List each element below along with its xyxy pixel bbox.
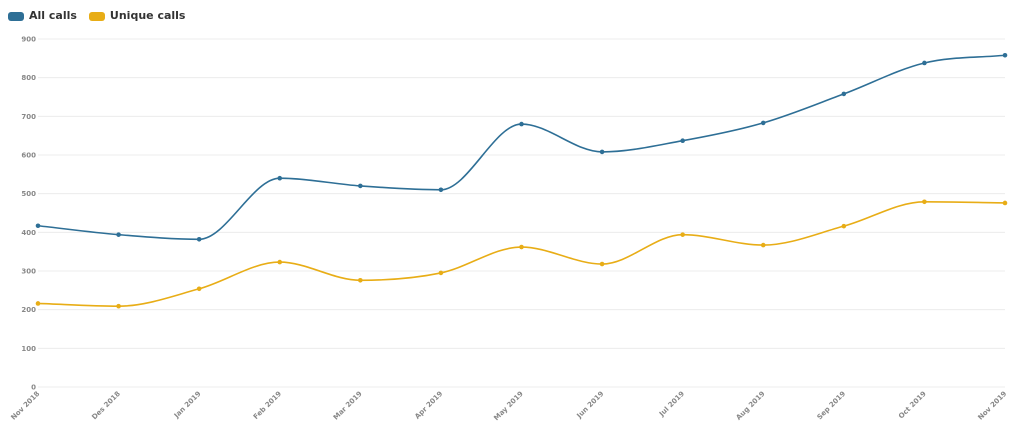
y-tick-label: 700	[21, 113, 36, 121]
y-tick-label: 500	[21, 190, 36, 198]
data-point-all-calls[interactable]	[1002, 52, 1008, 58]
y-tick-label: 400	[21, 229, 36, 237]
series-line-all-calls	[37, 54, 1006, 241]
data-point-unique-calls[interactable]	[1002, 200, 1008, 206]
legend-label-all-calls: All calls	[29, 9, 77, 22]
x-axis: Nov 2018 Des 2018 Jan 2019 Feb 2019 Mar 2019…	[9, 390, 1008, 423]
x-tick-label: Oct 2019	[897, 390, 928, 421]
legend-swatch-unique-calls	[88, 11, 105, 21]
x-tick-label: Des 2018	[90, 390, 122, 422]
x-tick-label: May 2019	[492, 390, 525, 423]
x-tick-label: Jun 2019	[575, 390, 606, 421]
x-tick-label: Apr 2019	[413, 390, 444, 421]
y-tick-label: 900	[21, 36, 36, 44]
data-point-unique-calls[interactable]	[519, 244, 524, 250]
data-point-all-calls[interactable]	[841, 91, 847, 97]
data-point-all-calls[interactable]	[35, 223, 41, 229]
data-point-all-calls[interactable]	[196, 236, 202, 242]
data-point-unique-calls[interactable]	[599, 261, 605, 267]
data-point-all-calls[interactable]	[599, 149, 605, 155]
data-point-unique-calls[interactable]	[760, 242, 766, 248]
x-tick-label: Aug 2019	[735, 390, 767, 422]
data-point-all-calls[interactable]	[519, 121, 524, 127]
data-point-unique-calls[interactable]	[358, 277, 363, 283]
x-tick-label: Mar 2019	[332, 390, 364, 422]
data-point-unique-calls[interactable]	[922, 199, 927, 205]
x-tick-label: Jan 2019	[172, 390, 203, 421]
data-point-unique-calls[interactable]	[841, 223, 847, 229]
data-point-unique-calls[interactable]	[277, 259, 283, 265]
x-tick-label: Jul 2019	[657, 390, 686, 419]
x-tick-label: Nov 2019	[976, 390, 1008, 422]
y-tick-label: 300	[21, 268, 36, 276]
legend-label-unique-calls: Unique calls	[109, 9, 186, 22]
y-tick-label: 800	[21, 74, 36, 82]
grid-lines	[38, 38, 1005, 388]
legend-item-all-calls[interactable]: All calls	[8, 9, 77, 23]
series-points	[35, 52, 1008, 309]
x-tick-label: Sep 2019	[816, 390, 848, 422]
data-point-all-calls[interactable]	[277, 175, 283, 181]
data-point-unique-calls[interactable]	[35, 301, 41, 306]
data-point-all-calls[interactable]	[438, 187, 444, 193]
x-tick-label: Nov 2018	[9, 390, 41, 422]
data-point-all-calls[interactable]	[116, 232, 121, 237]
x-tick-label: Feb 2019	[252, 390, 283, 421]
y-axis: 0 100 200 300 400 500 600 700 800 900	[21, 36, 36, 392]
y-tick-label: 200	[21, 306, 36, 314]
data-point-unique-calls[interactable]	[196, 286, 202, 292]
data-point-unique-calls[interactable]	[680, 232, 685, 237]
data-point-all-calls[interactable]	[680, 138, 685, 143]
y-tick-label: 100	[21, 345, 36, 353]
data-point-unique-calls[interactable]	[438, 270, 444, 276]
legend-item-unique-calls[interactable]: Unique calls	[88, 9, 186, 23]
chart-legend: All calls Unique calls	[8, 9, 185, 23]
data-point-all-calls[interactable]	[922, 60, 927, 66]
data-point-all-calls[interactable]	[760, 120, 766, 126]
series-lines	[37, 54, 1006, 307]
y-tick-label: 0	[31, 384, 36, 392]
y-tick-label: 600	[21, 152, 36, 160]
series-line-unique-calls	[37, 200, 1006, 307]
legend-swatch-all-calls	[8, 11, 24, 21]
data-point-all-calls[interactable]	[358, 183, 363, 189]
data-point-unique-calls[interactable]	[116, 303, 121, 309]
